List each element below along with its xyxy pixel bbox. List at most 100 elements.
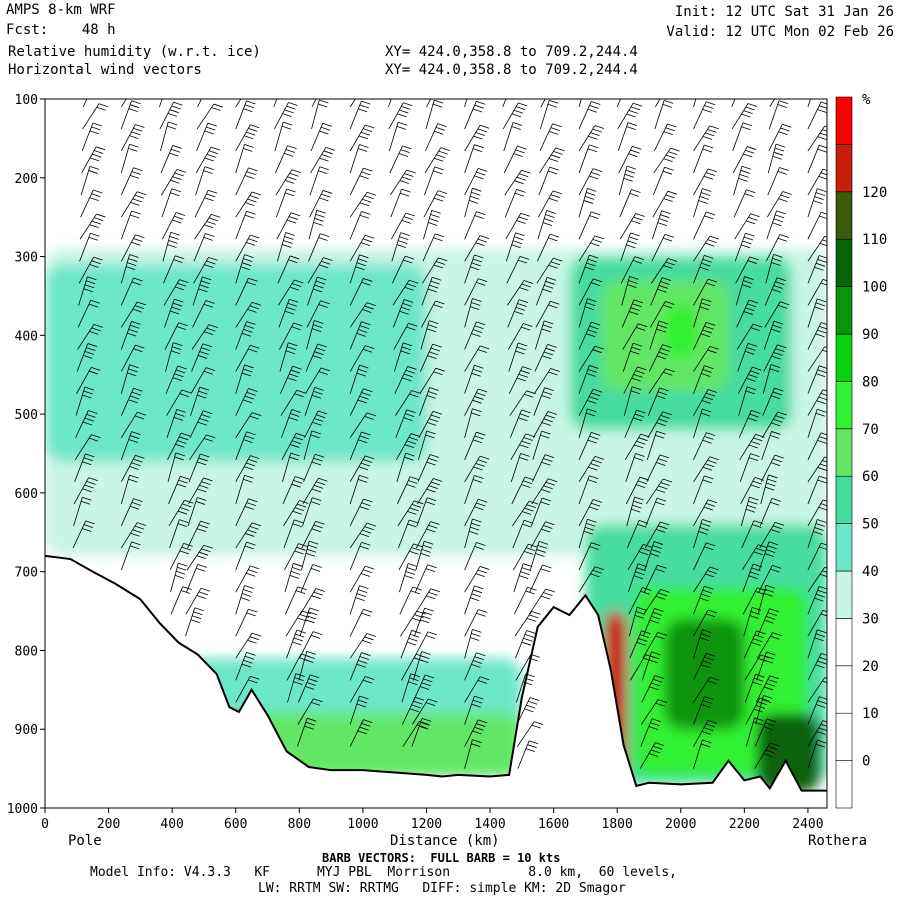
wind-barb-flag [627,83,636,86]
wind-barb-shaft [120,412,138,438]
wind-barb-flag [814,597,824,602]
wind-barb-shaft [188,453,201,483]
wind-barb-shaft [530,521,546,549]
wind-barb-flag [174,298,184,303]
wind-barb-flag [548,158,558,162]
wind-barb-flag [592,569,602,574]
wind-barb-flag [626,244,636,249]
wind-barb-flag [246,462,256,467]
wind-barb-flag [241,262,252,267]
wind-barb-shaft [513,587,528,615]
wind-barb-flag [587,479,597,484]
wind-barb-shaft [284,563,294,593]
wind-barb-flag [749,256,759,261]
rh-region [45,264,427,462]
wind-barb-flag [472,187,482,192]
wind-barb-flag [297,617,307,622]
wind-barb-shaft [235,475,245,505]
wind-barb-shaft [82,99,88,108]
wind-barb-flag [438,257,448,262]
wind-barb-flag [511,126,521,130]
wind-barb-flag [175,412,185,417]
wind-barb-shaft [400,630,413,659]
wind-barb-flag [531,611,541,615]
wind-barb-flag [701,593,711,598]
wind-barb-flag [86,280,96,285]
wind-barb-flag [476,612,486,617]
wind-barb-flag [399,236,409,240]
wind-barb-flag [284,152,294,157]
wind-barb-flag [478,388,488,393]
wind-barb-flag [699,526,709,531]
wind-barb-flag [699,306,709,311]
wind-barb-flag [768,541,779,546]
wind-barb-flag [667,258,678,262]
wind-barb-flag [660,348,670,352]
wind-barb-shaft [349,431,362,460]
wind-barb-flag [709,676,719,681]
colorbar-swatch [835,618,853,667]
wind-barb-shaft [235,302,253,328]
wind-barb-shaft [189,410,204,438]
wind-barb-flag [587,187,597,192]
wind-barb-flag [658,485,668,490]
wind-barb-flag [643,543,653,548]
wind-barb-flag [131,281,141,286]
wind-barb-flag [769,675,779,680]
wind-barb-shaft [760,454,776,483]
wind-barb-flag [135,85,144,88]
wind-barb-shaft [530,497,543,527]
wind-barb-shaft [421,300,436,328]
wind-barb-flag [705,242,715,247]
wind-barb-shaft [235,522,253,549]
wind-barb-flag [132,529,142,534]
wind-barb-flag [706,211,716,216]
wind-barb-flag [631,220,641,225]
wind-barb-flag [244,364,254,369]
wind-barb-flag [134,305,145,309]
wind-barb-shaft [310,147,327,174]
wind-barb-flag [435,367,445,372]
wind-barb-flag [295,432,306,437]
wind-barb-flag [523,480,533,485]
wind-barb-shaft [531,454,546,483]
wind-barb-flag [637,563,648,568]
wind-barb-flag [707,719,718,724]
wind-barb-flag [656,430,666,435]
wind-barb-shaft [743,607,753,637]
wind-barb-flag [319,130,329,135]
wind-barb-shaft [693,475,705,505]
wind-barb-flag [520,452,530,457]
wind-barb-shaft [277,232,287,262]
wind-barb-flag [591,321,601,326]
wind-barb-flag [634,444,644,449]
wind-barb-flag [530,654,540,658]
wind-barb-shaft [308,233,321,262]
wind-barb-flag [525,590,535,595]
terrain-fill [45,555,827,808]
wind-barb-shaft [578,432,592,460]
wind-barb-flag [543,592,553,596]
wind-barb-flag [322,190,333,194]
wind-barb-flag [171,188,181,193]
wind-barb-flag [631,189,641,193]
x-tick-label: 2400 [792,817,823,832]
wind-barb-shaft [400,610,418,637]
wind-barb-shaft [616,99,621,108]
wind-barb-shaft [120,364,130,394]
wind-barb-flag [290,369,301,374]
wind-barb-flag [594,345,605,350]
wind-barb-shaft [736,323,754,350]
wind-barb-flag [208,256,218,261]
wind-barb-flag [435,127,446,131]
wind-barb-flag [813,200,823,204]
wind-barb-flag [409,279,419,284]
wind-barb-shaft [388,102,404,130]
y-tick-label: 200 [15,172,38,187]
wind-barb-shaft [512,543,529,571]
wind-barb-flag [709,346,719,350]
wind-barb-shaft [197,99,202,108]
wind-barb-flag [536,549,546,553]
wind-barb-flag [663,198,673,202]
x-axis-label: Distance (km) [390,833,500,849]
